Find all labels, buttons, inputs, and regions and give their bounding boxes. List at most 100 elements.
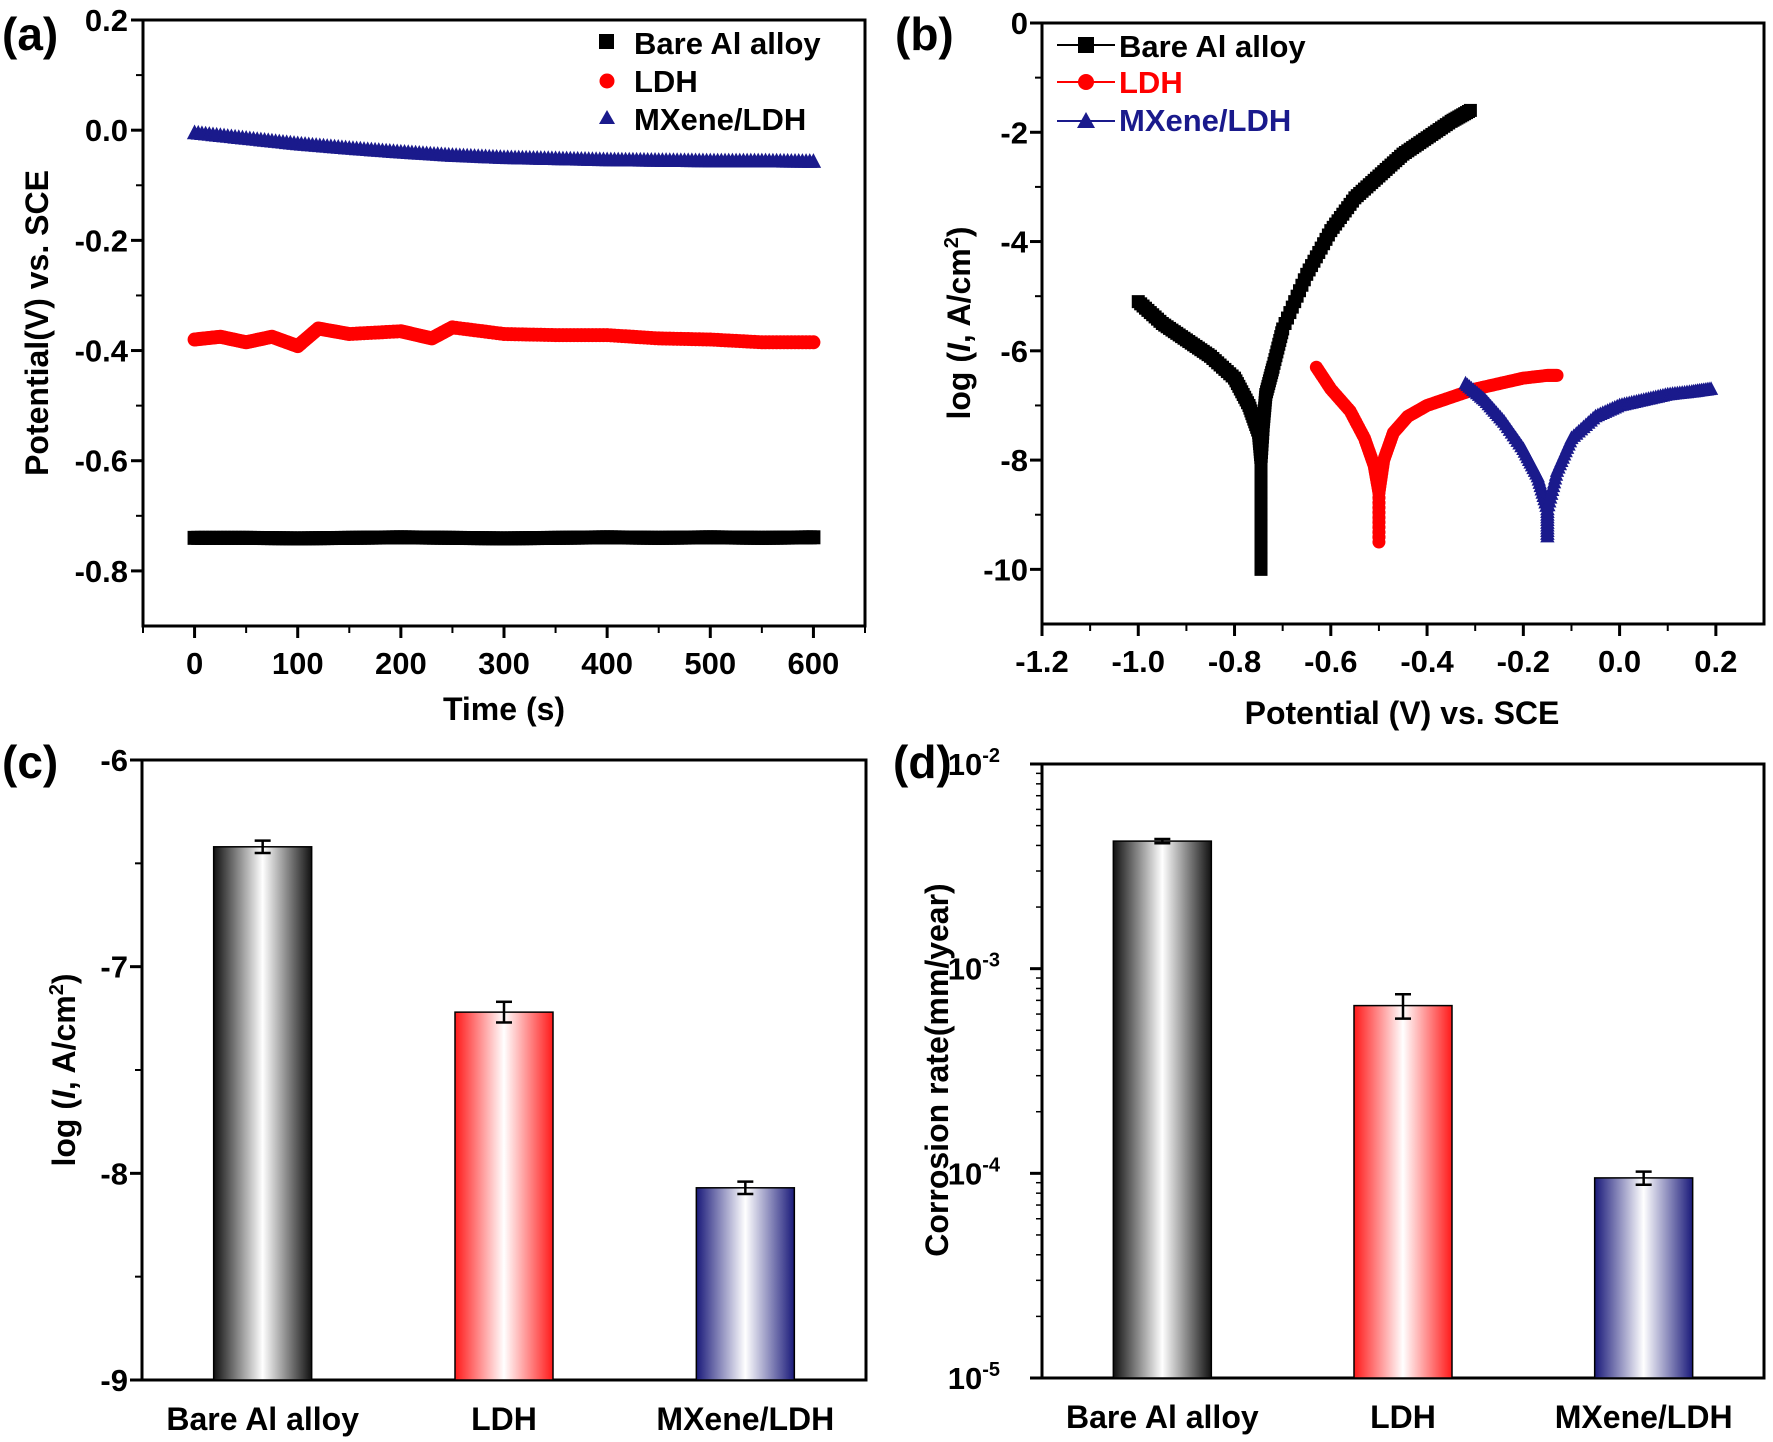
panel-c-y-tick-label: -8	[100, 1156, 128, 1191]
panel-b-point-bare-al	[1254, 530, 1268, 544]
panel-c-bar-bare-al	[212, 846, 313, 1381]
panel-c-x-tick-label: MXene/LDH	[656, 1401, 834, 1437]
panel-c: (c) -6 -7 -8 -9 Bare Al alloy LDH MXene/LDH l…	[2, 736, 868, 1437]
panel-a-x-tick-label: 200	[375, 646, 427, 681]
panel-a-series-mxene	[186, 124, 822, 168]
panel-c-data: Bare Al alloy LDH MXene/LDH	[166, 839, 834, 1437]
panel-c-bar-ldh	[454, 1011, 554, 1381]
panel-a-x-tick-label: 500	[684, 646, 736, 681]
panel-a-x-tick-label: 400	[581, 646, 633, 681]
legend-b-marker-ldh	[1078, 74, 1094, 90]
panel-a-x-tick-label: 300	[478, 646, 530, 681]
panel-b-point-bare-al	[1463, 103, 1477, 117]
panel-b-y-tick-label: -10	[983, 552, 1028, 587]
panel-d-x-tick-label: MXene/LDH	[1555, 1399, 1733, 1435]
legend-a-label-ldh: LDH	[634, 64, 698, 99]
panel-b-point-bare-al	[1254, 486, 1268, 500]
legend-a-marker-bare-al	[599, 34, 614, 49]
panel-a-y-tick-label: -0.6	[75, 444, 128, 479]
panel-a-y-tick-label: 0.2	[85, 3, 128, 38]
panel-d-y-tick-label: 10-5	[948, 1359, 1000, 1396]
panel-a: (a) 0 100 200 300 400 500 600 0.2 0.0 -0.2 -0.4 -0…	[2, 3, 867, 727]
panel-b-x-tick-label: -1.0	[1112, 644, 1165, 679]
panel-a-point-bare-al	[806, 530, 821, 545]
panel-d: (d) 10-2 10-3 10-4 10-5 Bare Al alloy LDH MXe…	[893, 736, 1766, 1435]
panel-a-x-axis: 0 100 200 300 400 500 600	[142, 626, 866, 681]
panel-b-y-tick-label: -4	[1000, 225, 1028, 260]
panel-d-y-axis-title: Corrosion rate(mm/year)	[919, 883, 955, 1256]
legend-a-marker-mxene	[599, 110, 615, 124]
panel-b-plot-frame	[1040, 21, 1766, 626]
panel-a-x-tick-label: 600	[788, 646, 840, 681]
panel-c-letter: (c)	[2, 736, 58, 788]
legend-b-label-bare-al: Bare Al alloy	[1119, 29, 1306, 64]
panel-d-x-tick-label: Bare Al alloy	[1066, 1399, 1259, 1435]
panel-b-series-bare-al	[1131, 103, 1477, 576]
panel-b-x-axis-title: Potential (V) vs. SCE	[1245, 695, 1560, 731]
panel-b-x-tick-label: 0.2	[1694, 644, 1737, 679]
panel-b-letter: (b)	[895, 8, 954, 60]
panel-a-y-axis-title: Potential(V) vs. SCE	[19, 170, 55, 476]
panel-d-bar-mxene	[1593, 1177, 1694, 1379]
panel-b-point-bare-al	[1254, 551, 1268, 565]
legend-a-label-mxene: MXene/LDH	[634, 102, 806, 137]
legend-a-label-bare-al: Bare Al alloy	[634, 26, 821, 61]
panel-a-y-tick-label: 0.0	[85, 113, 128, 148]
panel-b-y-tick-label: -8	[1000, 443, 1028, 478]
panel-a-data	[186, 124, 822, 546]
panel-a-letter: (a)	[2, 8, 58, 60]
panel-a-y-tick-label: -0.2	[75, 223, 128, 258]
panel-b-y-tick-label: -6	[1000, 334, 1028, 369]
panel-b-x-tick-label: -0.4	[1400, 644, 1454, 679]
panel-a-y-axis: 0.2 0.0 -0.2 -0.4 -0.6 -0.8	[75, 3, 143, 589]
panel-b-point-bare-al	[1254, 475, 1268, 489]
panel-b-legend: Bare Al alloy LDH MXene/LDH	[1057, 29, 1306, 138]
panel-b-x-tick-label: -1.2	[1015, 644, 1068, 679]
panel-b-x-tick-label: -0.6	[1304, 644, 1357, 679]
panel-b-point-bare-al	[1254, 497, 1268, 511]
panel-a-x-tick-label: 0	[186, 646, 203, 681]
panel-b-x-tick-label: -0.8	[1208, 644, 1261, 679]
panel-d-y-axis: 10-2 10-3 10-4 10-5	[948, 745, 1042, 1396]
panel-b-x-tick-label: -0.2	[1497, 644, 1550, 679]
panel-b-data	[1131, 103, 1719, 576]
panel-b-point-bare-al	[1254, 464, 1268, 478]
legend-b-marker-bare-al	[1078, 37, 1094, 53]
panel-c-y-axis-title: log (I, A/cm2)	[46, 973, 82, 1166]
panel-d-bar-bare-al	[1112, 840, 1213, 1379]
panel-d-y-tick-label: 10-2	[948, 745, 1000, 782]
panel-b-y-axis-title: log (I, A/cm2)	[941, 226, 977, 419]
panel-a-legend: Bare Al alloy LDH MXene/LDH	[599, 26, 821, 137]
panel-a-x-axis-title: Time (s)	[443, 691, 565, 727]
panel-d-bar-ldh	[1353, 1004, 1453, 1379]
panel-d-y-tick-label: 10-3	[948, 950, 1000, 987]
panel-b-y-tick-label: -2	[1000, 115, 1028, 150]
panel-b-point-mxene	[1703, 381, 1719, 395]
panel-a-series-ldh	[187, 320, 821, 354]
panel-d-x-tick-label: LDH	[1370, 1399, 1436, 1435]
panel-b-x-axis: -1.2 -1.0 -0.8 -0.6 -0.4 -0.2 0.0 0.2	[1015, 624, 1737, 679]
panel-c-bar-mxene	[695, 1187, 796, 1381]
panel-b: (b) -1.2 -1.0 -0.8 -0.6 -0.4 -0.2 0.0 0.2 0 -2 -4…	[895, 6, 1766, 731]
panel-d-letter: (d)	[893, 736, 952, 788]
panel-c-y-tick-label: -7	[100, 950, 128, 985]
panel-b-point-bare-al	[1254, 508, 1268, 522]
panel-b-point-ldh	[1550, 368, 1564, 382]
panel-b-point-bare-al	[1254, 519, 1268, 533]
panel-b-y-tick-label: 0	[1011, 6, 1028, 41]
panel-b-series-mxene	[1458, 375, 1719, 543]
panel-b-y-axis: 0 -2 -4 -6 -8 -10	[983, 6, 1042, 587]
panel-a-point-ldh	[806, 335, 821, 350]
panel-b-series-ldh	[1309, 360, 1564, 549]
panel-a-x-tick-label: 100	[272, 646, 324, 681]
legend-b-label-ldh: LDH	[1119, 65, 1183, 100]
legend-b-label-mxene: MXene/LDH	[1119, 103, 1291, 138]
panel-c-y-tick-label: -6	[100, 743, 128, 778]
panel-a-y-tick-label: -0.4	[75, 334, 129, 369]
panel-a-series-bare-al	[187, 530, 821, 546]
panel-c-y-tick-label: -9	[100, 1363, 128, 1398]
panel-c-y-axis: -6 -7 -8 -9	[100, 743, 142, 1398]
legend-b-marker-mxene	[1077, 112, 1095, 128]
panel-b-line-mxene	[1464, 382, 1712, 537]
